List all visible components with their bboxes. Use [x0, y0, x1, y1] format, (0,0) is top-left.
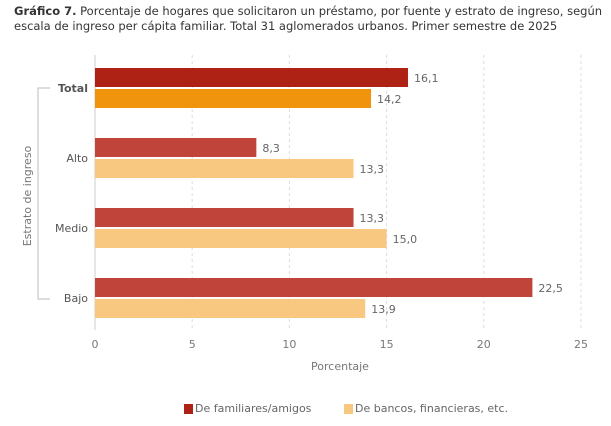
legend-swatch-bancos: [344, 403, 353, 414]
bar: [95, 138, 257, 157]
chart-title-prefix: Gráfico 7.: [14, 4, 77, 18]
data-label: 13,3: [360, 212, 385, 225]
y-axis-label: Estrato de ingreso: [21, 145, 34, 246]
bar: [95, 68, 408, 87]
bar: [95, 159, 354, 178]
legend-swatch-familiares: [184, 403, 193, 414]
category-label: Total: [58, 82, 88, 95]
x-axis-label: Porcentaje: [311, 360, 369, 373]
bar: [95, 278, 533, 297]
chart-title-text: Porcentaje de hogares que solicitaron un…: [14, 4, 603, 33]
data-label: 16,1: [414, 72, 439, 85]
data-label: 13,9: [371, 303, 396, 316]
bar: [95, 299, 366, 318]
bar: [95, 208, 354, 227]
category-label: Medio: [55, 222, 88, 235]
data-label: 15,0: [393, 233, 418, 246]
legend-item-bancos: De bancos, financieras, etc.: [344, 402, 508, 415]
chart-title: Gráfico 7. Porcentaje de hogares que sol…: [14, 4, 604, 34]
data-label: 22,5: [538, 282, 563, 295]
x-tick-label: 15: [380, 338, 394, 351]
category-label: Alto: [66, 152, 88, 165]
legend-label-familiares: De familiares/amigos: [195, 402, 312, 415]
data-label: 8,3: [262, 142, 280, 155]
x-tick-label: 10: [282, 338, 296, 351]
legend-item-familiares: De familiares/amigos: [184, 402, 311, 415]
category-bracket: [37, 87, 50, 300]
legend-label-bancos: De bancos, financieras, etc.: [355, 402, 509, 415]
x-tick-label: 25: [574, 338, 588, 351]
data-label: 14,2: [377, 93, 402, 106]
category-label: Bajo: [64, 292, 88, 305]
data-label: 13,3: [360, 163, 385, 176]
x-tick-label: 0: [92, 338, 99, 351]
bar: [95, 89, 372, 108]
x-tick-label: 20: [477, 338, 491, 351]
bar: [95, 229, 387, 248]
x-tick-label: 5: [189, 338, 196, 351]
